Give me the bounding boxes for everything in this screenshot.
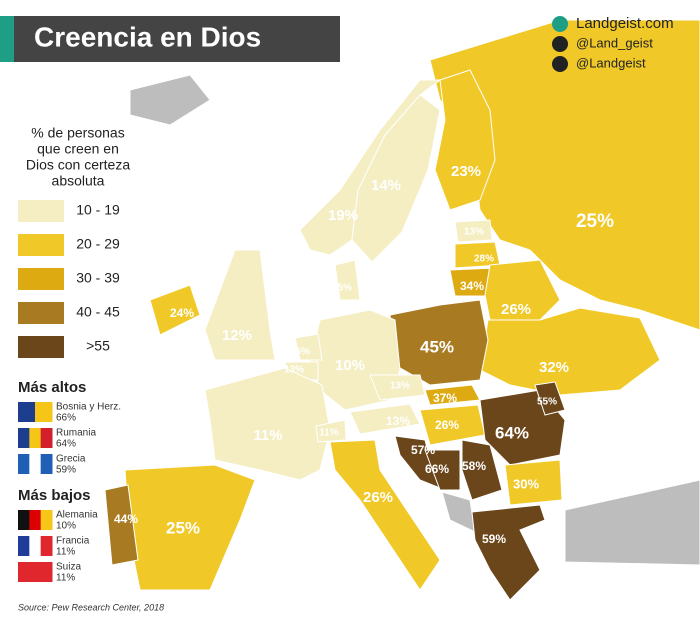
flag [18, 510, 30, 530]
value-label: 37% [433, 391, 457, 405]
flag [18, 454, 30, 474]
ranking-name: Suiza [56, 562, 81, 573]
value-label: 23% [451, 163, 481, 180]
value-label: 13% [464, 227, 484, 238]
value-label: 13% [284, 365, 304, 376]
value-label: 30% [513, 476, 539, 491]
legend-label: 10 - 19 [76, 202, 120, 218]
flag [18, 562, 53, 582]
ranking-value: 64% [56, 439, 76, 450]
ranking-name: Bosnia y Herz. [56, 402, 121, 413]
value-label: 13% [390, 381, 410, 392]
social: Landgeist.com @Land_geist @Landgeist [552, 15, 674, 72]
value-label: 15% [290, 347, 310, 358]
countries [104, 19, 700, 601]
legend-title: % de personas [31, 125, 124, 141]
legend-title: que creen en [37, 141, 119, 157]
flag [40, 428, 53, 448]
flag [29, 510, 42, 530]
flag [40, 454, 53, 474]
legend-label: 30 - 39 [76, 270, 120, 286]
legend-items: 10 - 19 20 - 29 30 - 39 40 - 45 >55 [18, 200, 120, 358]
flag [40, 510, 53, 530]
legend-swatch [18, 200, 64, 222]
source: Source: Pew Research Center, 2018 [18, 602, 164, 612]
flag [18, 536, 30, 556]
value-label: 58% [462, 459, 486, 473]
value-label: 10% [335, 357, 365, 374]
value-label: 66% [425, 462, 449, 476]
ranking-value: 11% [56, 547, 75, 558]
website: Landgeist.com [576, 15, 674, 32]
value-label: 28% [474, 254, 494, 265]
value-label: 26% [501, 301, 531, 318]
legend-title: absoluta [52, 173, 105, 189]
value-label: 44% [114, 512, 138, 526]
flag [18, 428, 30, 448]
value-label: 11% [253, 427, 282, 444]
flag [18, 402, 36, 422]
value-label: 32% [539, 359, 569, 376]
ranking-title: Más bajos [18, 487, 91, 504]
ranking-name: Francia [56, 536, 90, 547]
value-label: 19% [328, 207, 358, 224]
legend-label: 40 - 45 [76, 304, 120, 320]
ranking-value: 59% [56, 465, 76, 476]
legend: % de personas que creen en Dios con cert… [26, 125, 130, 189]
value-label: 12% [222, 327, 252, 344]
title: Creencia en Dios [34, 21, 261, 52]
legend-swatch [18, 302, 64, 324]
flag [40, 536, 53, 556]
value-label: 13% [386, 414, 410, 428]
value-label: 24% [170, 306, 194, 320]
ranking-value: 10% [56, 521, 76, 532]
value-label: 55% [537, 397, 557, 408]
value-label: 59% [482, 532, 506, 546]
ranking-value: 66% [56, 413, 76, 424]
value-label: 26% [363, 489, 393, 506]
value-label: 45% [420, 337, 454, 356]
value-label: 14% [371, 177, 401, 194]
legend-title: Dios con certeza [26, 157, 130, 173]
value-label: 25% [576, 211, 614, 232]
ranking-title: Más altos [18, 379, 86, 396]
value-label: 25% [166, 518, 200, 537]
ranking-name: Alemania [56, 510, 98, 521]
country-labels: 23% 14% 19% 25% 13% 28% 34% 15% 24% 26% … [114, 163, 614, 546]
value-label: 11% [319, 428, 339, 439]
value-label: 34% [460, 279, 484, 293]
legend-label: >55 [86, 338, 110, 354]
value-label: 57% [411, 443, 435, 457]
flag [29, 536, 42, 556]
value-label: 26% [435, 418, 459, 432]
value-label: 64% [495, 423, 529, 442]
twitter: @Landgeist [576, 55, 646, 70]
title-banner: Creencia en Dios [0, 16, 340, 62]
flag [29, 454, 42, 474]
flag [29, 428, 42, 448]
ranking-value: 11% [56, 573, 75, 584]
value-label: 15% [332, 283, 352, 294]
legend-label: 20 - 29 [76, 236, 120, 252]
ranking-name: Rumania [56, 428, 96, 439]
ranking-name: Grecia [56, 454, 86, 465]
legend-swatch [18, 268, 64, 290]
instagram: @Land_geist [576, 35, 653, 50]
legend-swatch [18, 234, 64, 256]
legend-swatch [18, 336, 64, 358]
flag [35, 402, 53, 422]
